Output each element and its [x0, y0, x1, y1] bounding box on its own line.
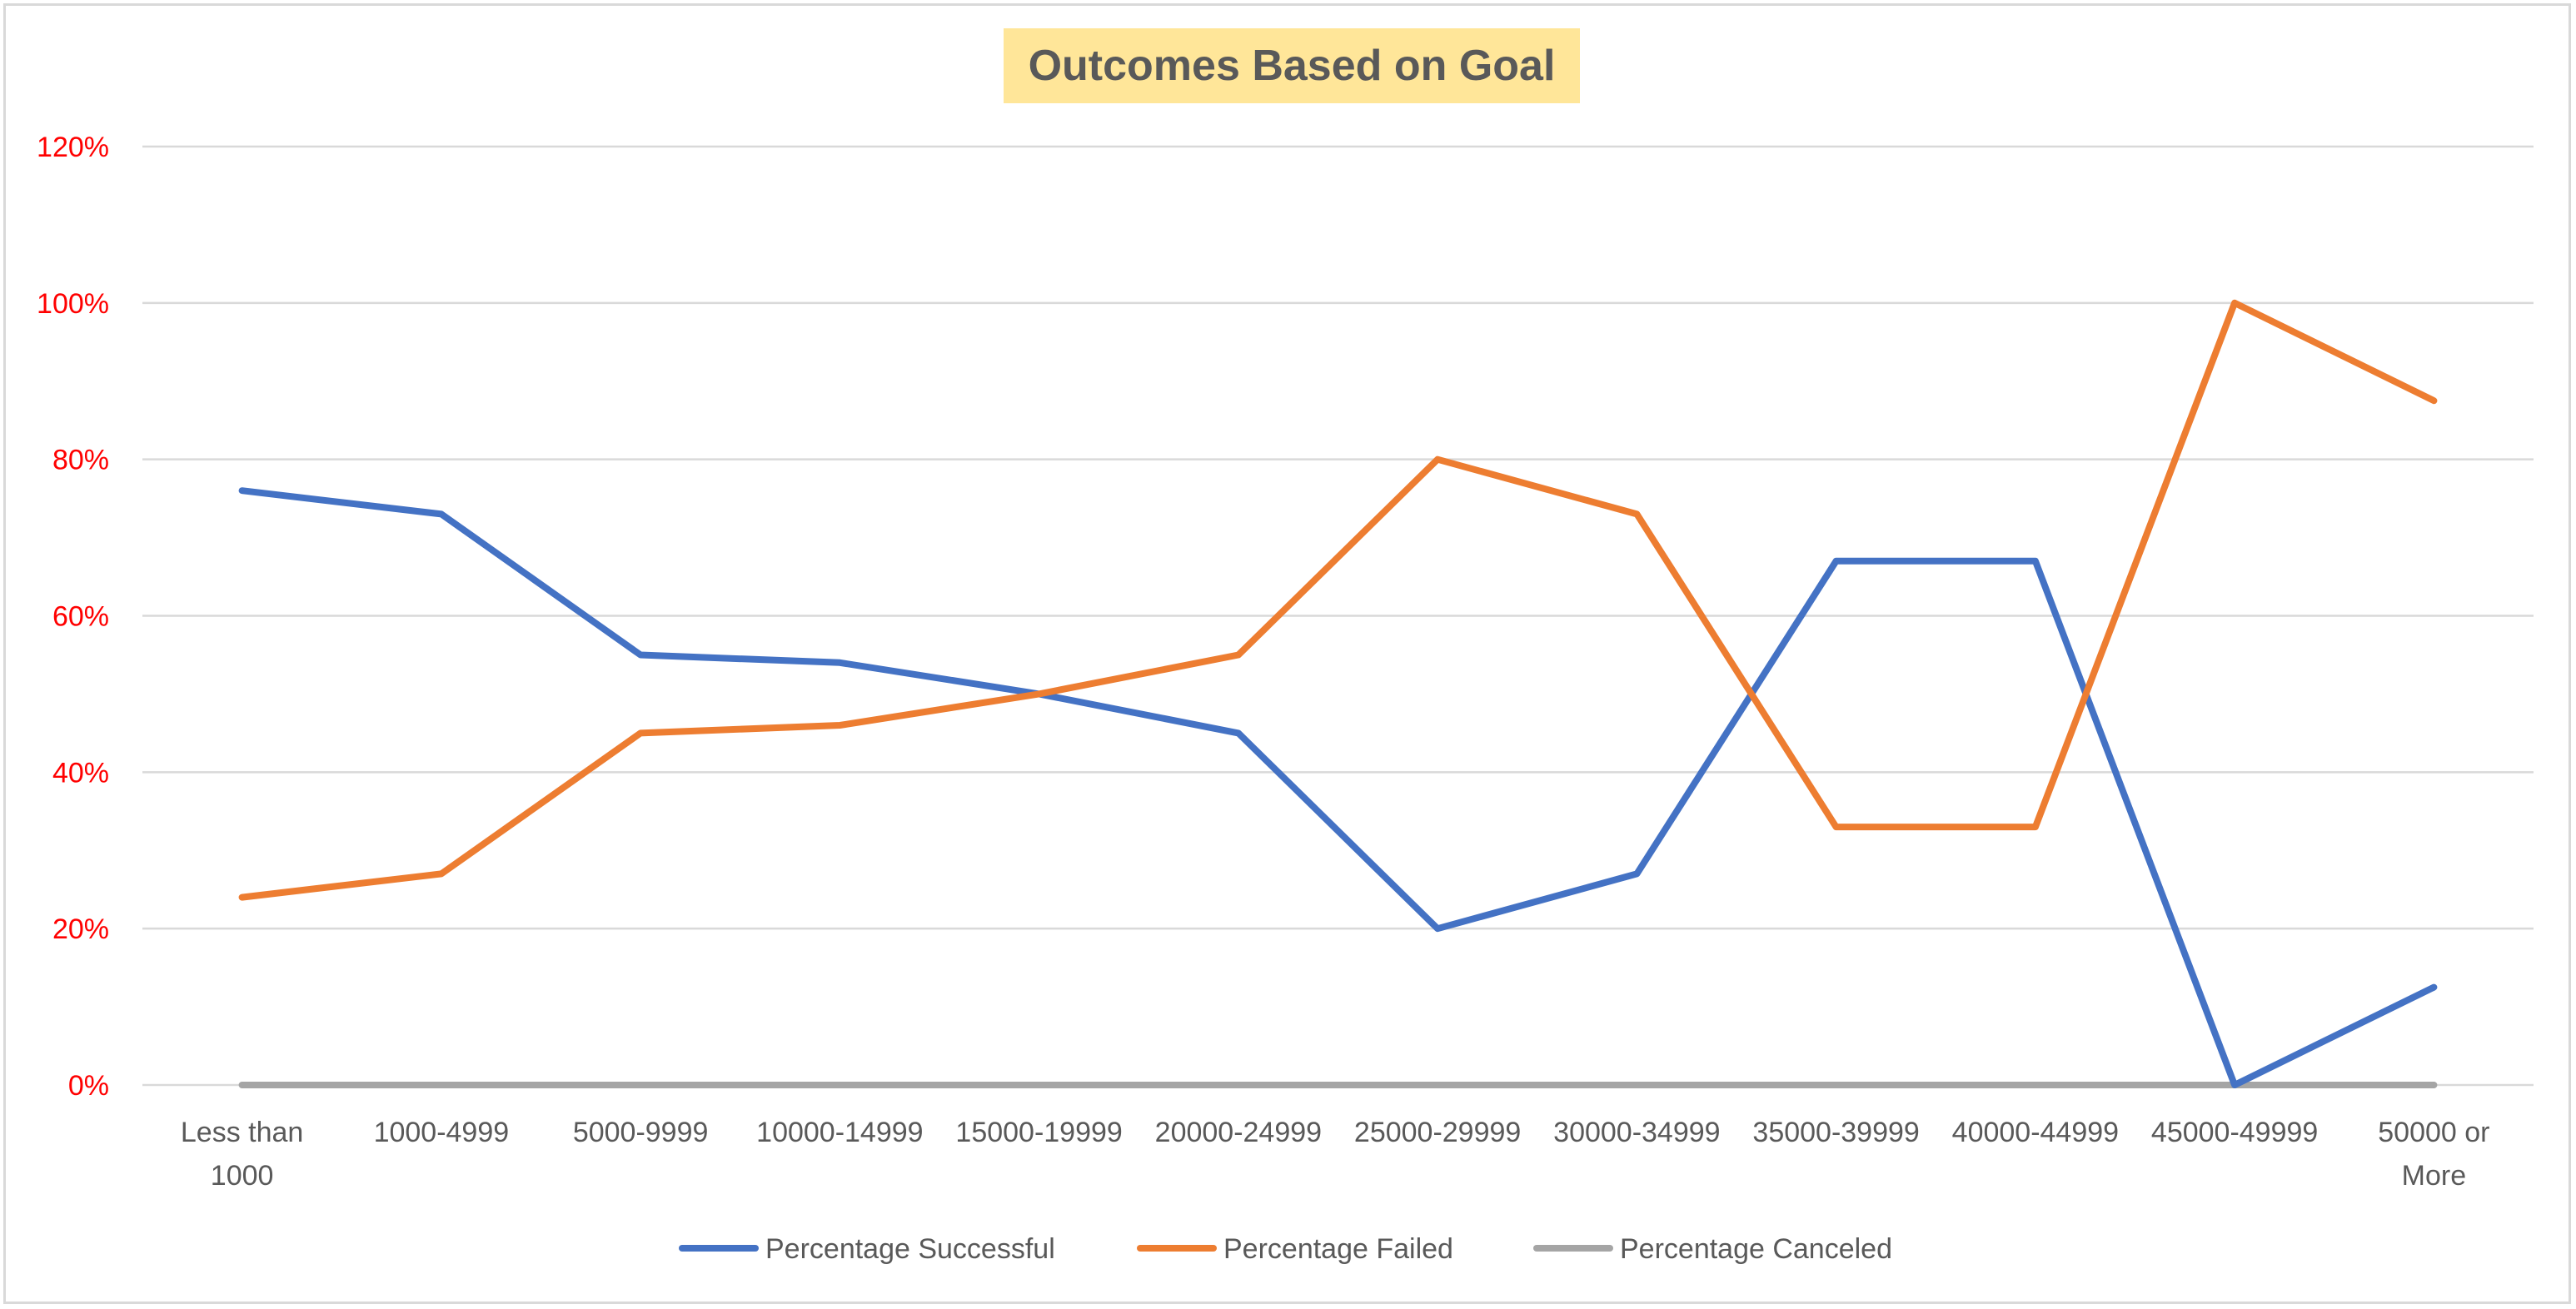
line-chart: 0% 20% 40% 60% 80% 100% 120% Less than 1000 1000… — [37, 28, 2534, 1265]
chart-area: 0% 20% 40% 60% 80% 100% 120% Less than 1000 1000… — [3, 3, 2571, 1304]
series-lines — [238, 299, 2438, 1088]
y-tick-label: 0% — [68, 1070, 109, 1102]
gridlines — [142, 145, 2534, 1087]
y-tick-label: 100% — [37, 288, 109, 320]
legend-label-percentage-successful: Percentage Successful — [765, 1233, 1055, 1265]
y-tick-label: 20% — [52, 913, 109, 945]
x-tick-label: Less than 1000 — [181, 1117, 303, 1192]
x-tick-label: 5000-9999 — [573, 1117, 709, 1148]
x-axis-tick-labels: Less than 1000 1000-4999 5000-9999 10000-149… — [181, 1117, 2490, 1192]
x-tick-label: 30000-34999 — [1553, 1117, 1720, 1148]
x-tick-label: 15000-19999 — [955, 1117, 1122, 1148]
x-tick-label: 45000-49999 — [2151, 1117, 2318, 1148]
x-tick-label: 25000-29999 — [1354, 1117, 1521, 1148]
y-tick-label: 60% — [52, 601, 109, 633]
y-tick-label: 40% — [52, 757, 109, 789]
y-axis-tick-labels: 0% 20% 40% 60% 80% 100% 120% — [37, 132, 109, 1102]
series-line-percentage-failed — [238, 299, 2438, 901]
x-tick-label: 20000-24999 — [1155, 1117, 1322, 1148]
chart-title-group: Outcomes Based on Goal — [1004, 28, 1580, 103]
x-tick-label: 35000-39999 — [1752, 1117, 1919, 1148]
y-tick-label: 120% — [37, 132, 109, 163]
series-line-percentage-successful — [238, 487, 2438, 1088]
legend-label-percentage-failed: Percentage Failed — [1223, 1233, 1453, 1265]
x-tick-label: 10000-14999 — [756, 1117, 923, 1148]
chart-title: Outcomes Based on Goal — [1029, 42, 1556, 90]
x-tick-label: 50000 or More — [2378, 1117, 2489, 1192]
chart-title-highlight — [1004, 28, 1580, 103]
x-tick-label: 40000-44999 — [1952, 1117, 2119, 1148]
legend: Percentage Successful Percentage Failed Pe… — [679, 1233, 1892, 1265]
legend-label-percentage-canceled: Percentage Canceled — [1620, 1233, 1892, 1265]
x-tick-label: 1000-4999 — [374, 1117, 510, 1148]
y-tick-label: 80% — [52, 445, 109, 476]
